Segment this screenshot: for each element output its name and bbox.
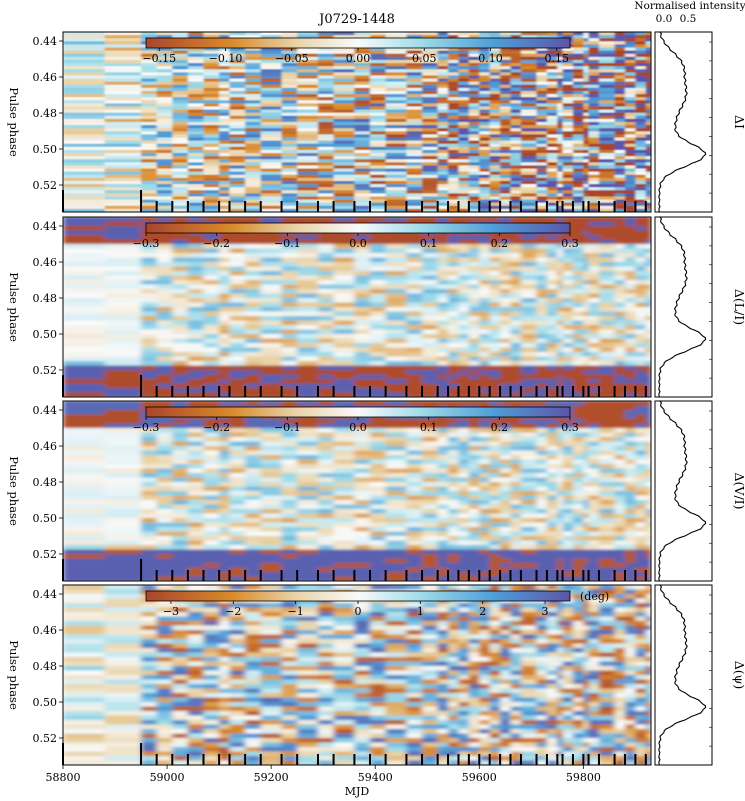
colorbar-tick-3-0: −3 (163, 605, 179, 618)
colorbar-tick-3-3: 0 (355, 605, 362, 618)
x-tick-1: 59000 (150, 771, 185, 784)
x-tick-0: 58800 (46, 771, 81, 784)
x-tick-5: 59800 (566, 771, 601, 784)
colorbar-tick-3-4: 1 (417, 605, 424, 618)
panel-0: −0.15 −0.10 −0.05 0.00 0.05 0.10 0.15 0.44 0.46 0… (7, 31, 745, 213)
heatmap-2 (63, 401, 651, 581)
x-tick-2: 59200 (254, 771, 289, 784)
heatmap-frame-2 (62, 400, 652, 582)
y-tick-1-0: 0.44 (33, 220, 58, 233)
profile-frame-2 (654, 400, 713, 582)
y-label-3: Pulse phase (7, 640, 21, 710)
y-tick-0-4: 0.52 (33, 179, 58, 192)
y-label-0: Pulse phase (7, 87, 21, 157)
y-tick-1-1: 0.46 (33, 256, 58, 269)
profile-frame-1 (654, 216, 713, 398)
colorbar-tick-0-5: 0.10 (478, 52, 503, 65)
y-tick-0-1: 0.46 (33, 71, 58, 84)
y-tick-2-2: 0.48 (33, 476, 58, 489)
y-label-1: Pulse phase (7, 272, 21, 342)
colorbar-tick-3-1: −2 (225, 605, 241, 618)
heatmap-1 (63, 217, 651, 397)
colorbar-tick-2-0: −0.3 (133, 421, 160, 434)
colorbar-tick-1-5: 0.2 (491, 237, 509, 250)
y-tick-2-1: 0.46 (33, 440, 58, 453)
colorbar-3 (145, 590, 571, 602)
colorbar-0 (145, 37, 571, 49)
profile-tick-1: 0.5 (680, 13, 697, 25)
heatmap-3 (63, 585, 651, 765)
heatmap-cells-1 (63, 217, 651, 397)
y-label-2: Pulse phase (7, 456, 21, 526)
profile-frame-3 (654, 584, 713, 766)
colorbar-1 (145, 222, 571, 234)
y-tick-3-2: 0.48 (33, 660, 58, 673)
colorbar-tick-0-3: 0.00 (346, 52, 371, 65)
profile-curve-1 (658, 216, 707, 398)
x-tick-3: 59400 (358, 771, 393, 784)
x-tick-4: 59600 (462, 771, 497, 784)
colorbar-tick-2-2: −0.1 (274, 421, 301, 434)
y-tick-3-1: 0.46 (33, 624, 58, 637)
y-tick-0-0: 0.44 (33, 35, 58, 48)
colorbar-tick-0-2: −0.05 (275, 52, 309, 65)
profile-axis-label: Normalised intensity (634, 0, 745, 12)
colorbar-tick-1-0: −0.3 (133, 237, 160, 250)
y-tick-3-4: 0.52 (33, 732, 58, 745)
y-tick-2-4: 0.52 (33, 548, 58, 561)
y-tick-1-4: 0.52 (33, 364, 58, 377)
colorbar-tick-0-0: −0.15 (142, 52, 176, 65)
profile-frame-0 (654, 31, 713, 213)
colorbar-unit-3: (deg) (580, 590, 609, 603)
colorbar-tick-1-6: 0.3 (561, 237, 579, 250)
quantity-label-0: ΔI (732, 115, 745, 129)
y-tick-3-0: 0.44 (33, 588, 58, 601)
quantity-label-3: Δ(ψ) (732, 661, 745, 690)
heatmap-cells-3 (63, 585, 651, 765)
colorbar-tick-0-1: −0.10 (209, 52, 243, 65)
y-tick-0-3: 0.50 (33, 143, 58, 156)
colorbar-tick-2-5: 0.2 (491, 421, 509, 434)
colorbar-tick-1-4: 0.1 (420, 237, 438, 250)
y-tick-3-3: 0.50 (33, 696, 58, 709)
colorbar-tick-2-4: 0.1 (420, 421, 438, 434)
colorbar-tick-3-2: −1 (288, 605, 304, 618)
colorbar-tick-0-4: 0.05 (412, 52, 437, 65)
heatmap-frame-0 (62, 31, 652, 213)
colorbar-tick-1-2: −0.1 (274, 237, 301, 250)
colorbar-tick-2-1: −0.2 (203, 421, 230, 434)
chart-title: J0729-1448 (317, 12, 395, 27)
quantity-label-1: Δ(L/I) (732, 289, 745, 325)
profile-curve-0 (658, 31, 707, 213)
heatmap-cells-2 (63, 401, 651, 581)
colorbar-tick-2-6: 0.3 (561, 421, 579, 434)
colorbar-tick-3-5: 2 (479, 605, 486, 618)
panel-1: −0.3 −0.2 −0.1 0.0 0.1 0.2 0.3 0.44 0.46 0.48 0.50… (7, 216, 745, 398)
y-tick-2-3: 0.50 (33, 512, 58, 525)
panel-3: −3 −2 −1 0 1 2 3 (deg) 0.44 0.46 0.48 0.50 0.52 Pulse… (7, 584, 745, 766)
panels: −0.15 −0.10 −0.05 0.00 0.05 0.10 0.150.440.460… (7, 31, 745, 784)
profile-tick-0: 0.0 (656, 13, 673, 25)
x-axis-label: MJD (345, 785, 370, 798)
y-tick-1-3: 0.50 (33, 328, 58, 341)
colorbar-tick-0-6: 0.15 (545, 52, 570, 65)
profile-curve-2 (658, 400, 707, 582)
colorbar-tick-1-3: 0.0 (349, 237, 367, 250)
heatmap-frame-3 (62, 584, 652, 766)
panel-2: −0.3 −0.2 −0.1 0.0 0.1 0.2 0.3 0.44 0.46 0.48 0.50… (7, 400, 745, 582)
y-tick-0-2: 0.48 (33, 107, 58, 120)
colorbar-tick-1-1: −0.2 (203, 237, 230, 250)
quantity-label-2: Δ(V/I) (732, 473, 745, 510)
heatmap-frame-1 (62, 216, 652, 398)
colorbar-tick-2-3: 0.0 (349, 421, 367, 434)
colorbar-tick-3-6: 3 (542, 605, 549, 618)
profile-curve-3 (658, 584, 707, 766)
y-tick-1-2: 0.48 (33, 292, 58, 305)
colorbar-2 (145, 406, 571, 418)
y-tick-2-0: 0.44 (33, 404, 58, 417)
